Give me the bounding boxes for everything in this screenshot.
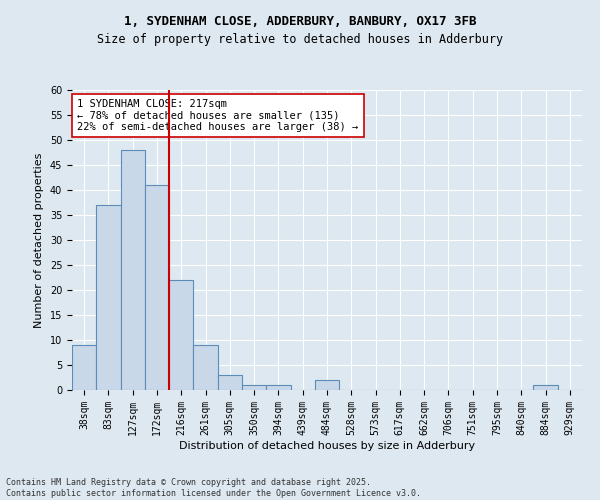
Text: 1 SYDENHAM CLOSE: 217sqm
← 78% of detached houses are smaller (135)
22% of semi-: 1 SYDENHAM CLOSE: 217sqm ← 78% of detach… [77, 99, 358, 132]
Text: 1, SYDENHAM CLOSE, ADDERBURY, BANBURY, OX17 3FB: 1, SYDENHAM CLOSE, ADDERBURY, BANBURY, O… [124, 15, 476, 28]
Bar [169, 280, 193, 390]
Bar [218, 375, 242, 390]
Bar [242, 385, 266, 390]
X-axis label: Distribution of detached houses by size in Adderbury: Distribution of detached houses by size … [179, 440, 475, 450]
Bar [145, 185, 169, 390]
Text: Size of property relative to detached houses in Adderbury: Size of property relative to detached ho… [97, 32, 503, 46]
Bar [266, 385, 290, 390]
Bar [315, 380, 339, 390]
Text: Contains HM Land Registry data © Crown copyright and database right 2025.
Contai: Contains HM Land Registry data © Crown c… [6, 478, 421, 498]
Bar [533, 385, 558, 390]
Bar [121, 150, 145, 390]
Bar [193, 345, 218, 390]
Bar [72, 345, 96, 390]
Y-axis label: Number of detached properties: Number of detached properties [34, 152, 44, 328]
Bar [96, 205, 121, 390]
